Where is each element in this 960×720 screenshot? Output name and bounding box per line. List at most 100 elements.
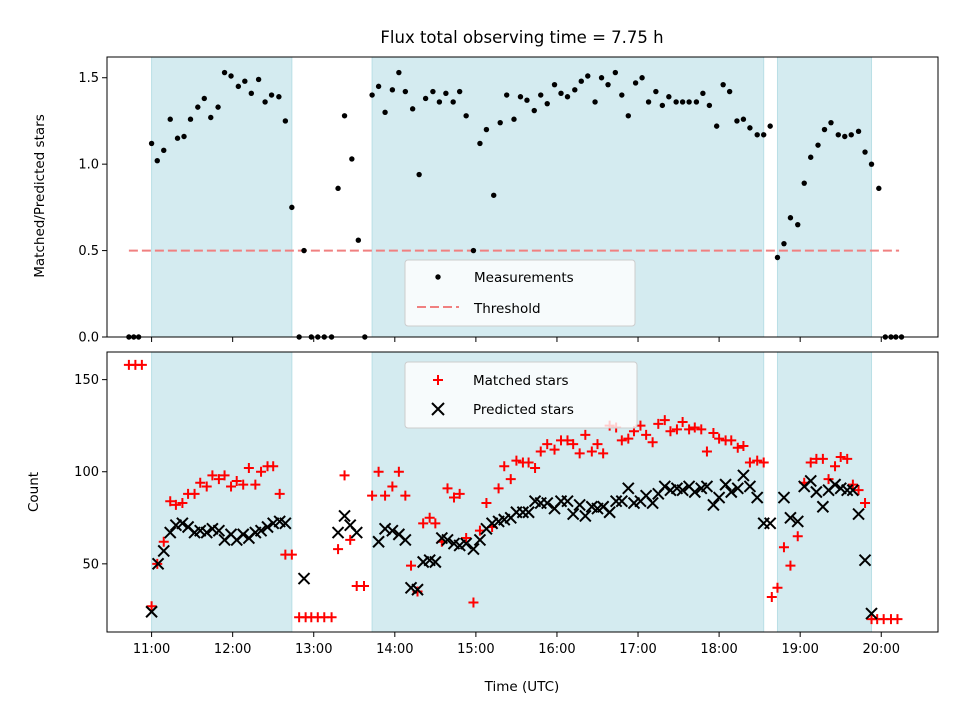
y-tick-label: 50 — [82, 557, 99, 572]
predicted-star-markers — [145, 469, 878, 620]
measurement-point — [538, 92, 544, 98]
measurement-point — [679, 99, 686, 105]
measurement-point — [700, 90, 706, 96]
x-tick-label: 20:00 — [863, 642, 900, 657]
measurement-point — [477, 140, 483, 147]
observing-interval — [151, 351, 293, 633]
measurement-point — [268, 92, 275, 98]
predicted-star-marker — [200, 526, 213, 539]
measurement-point — [862, 149, 868, 155]
matched-star-marker — [505, 474, 516, 485]
measurement-point — [221, 69, 228, 76]
measurement-point — [208, 114, 214, 121]
matched-star-marker — [744, 457, 755, 468]
predicted-star-marker — [777, 491, 791, 504]
predicted-star-marker — [688, 485, 701, 499]
predicted-star-marker — [852, 507, 865, 521]
x-axis-label: Time (UTC) — [484, 679, 560, 695]
measurement-point — [483, 126, 490, 133]
measurement-point — [416, 171, 422, 178]
matched-star-marker — [158, 536, 169, 547]
matched-star-marker — [219, 470, 230, 481]
matched-star-marker — [359, 580, 370, 591]
predicted-star-marker — [609, 495, 623, 508]
measurement-point — [375, 83, 382, 90]
measurement-point — [430, 88, 436, 95]
measurement-point — [422, 95, 429, 102]
measurement-point — [195, 104, 201, 110]
legend-measurements: Measurements — [474, 270, 574, 286]
x-tick-label: 12:00 — [214, 642, 251, 657]
measurement-point — [289, 204, 295, 211]
x-tick-label: 11:00 — [133, 642, 170, 657]
predicted-star-marker — [743, 480, 757, 493]
measurement-point — [592, 99, 598, 105]
measurement-point — [228, 73, 234, 79]
matched-star-marker — [853, 485, 864, 496]
measurement-point — [720, 81, 726, 88]
measurement-point — [148, 140, 155, 147]
predicted-star-marker — [561, 495, 574, 508]
predicted-star-marker — [615, 495, 629, 508]
measurement-point — [187, 116, 194, 122]
matched-star-marker — [580, 429, 591, 440]
matched-star-marker — [511, 455, 522, 466]
matched-star-marker — [549, 444, 560, 455]
predicted-star-marker — [791, 515, 804, 528]
predicted-star-marker — [579, 509, 592, 523]
predicted-star-marker — [399, 533, 412, 547]
predicted-star-marker — [712, 491, 726, 504]
x-tick-label: 17:00 — [619, 642, 656, 657]
predicted-star-marker — [411, 583, 424, 596]
matched-star-marker — [430, 518, 441, 529]
predicted-star-marker — [212, 524, 226, 537]
predicted-star-marker — [297, 572, 311, 585]
matched-star-marker — [535, 446, 546, 457]
predicted-star-marker — [459, 537, 473, 550]
measurement-point — [619, 92, 625, 98]
matched-star-marker — [380, 490, 391, 501]
measurement-point — [154, 158, 160, 164]
y-tick-label: 0.0 — [78, 331, 99, 346]
predicted-star-marker — [473, 533, 487, 547]
measurement-point — [585, 73, 591, 79]
legend-threshold: Threshold — [473, 301, 541, 317]
count-axes: 50 100 150 11:00 12:00 13:00 14:00 15:00 16:00 17… — [74, 351, 939, 657]
measurement-point — [389, 87, 396, 93]
matched-star-marker — [758, 457, 769, 468]
y-tick-label: 0.5 — [78, 244, 99, 259]
measurement-point — [443, 90, 449, 96]
measurement-point — [578, 78, 584, 84]
predicted-star-marker — [646, 496, 659, 510]
measurement-point — [161, 147, 167, 154]
predicted-star-marker — [372, 535, 385, 548]
predicted-star-marker — [828, 478, 842, 491]
legend-frame — [404, 361, 638, 429]
axes-frame — [106, 351, 939, 633]
predicted-star-marker — [145, 605, 158, 618]
measurement-point — [774, 254, 781, 261]
predicted-star-marker — [750, 491, 764, 504]
matched-star-marker — [333, 544, 344, 555]
measurement-point — [335, 185, 341, 192]
x-tick-label: 13:00 — [295, 642, 332, 657]
observing-interval — [776, 56, 873, 338]
measurement-point — [653, 88, 659, 95]
measurement-point — [248, 90, 255, 96]
measurement-point — [456, 88, 463, 95]
matched-star-marker — [785, 560, 796, 571]
matched-star-marker — [892, 614, 903, 625]
matched-star-marker — [623, 433, 634, 444]
y-tick-label: 150 — [74, 373, 99, 388]
measurement-point — [666, 94, 672, 100]
measurement-point — [282, 118, 289, 124]
measurement-point — [598, 75, 605, 81]
measurement-point — [301, 247, 307, 254]
x-tick-label: 14:00 — [376, 642, 413, 657]
matched-star-marker — [714, 433, 725, 444]
ratio-y-axis-label: Matched/Predicted stars — [32, 114, 48, 277]
measurement-point — [632, 80, 639, 86]
predicted-star-marker — [858, 553, 872, 567]
matched-star-marker — [696, 424, 707, 435]
matched-star-marker — [835, 452, 846, 462]
